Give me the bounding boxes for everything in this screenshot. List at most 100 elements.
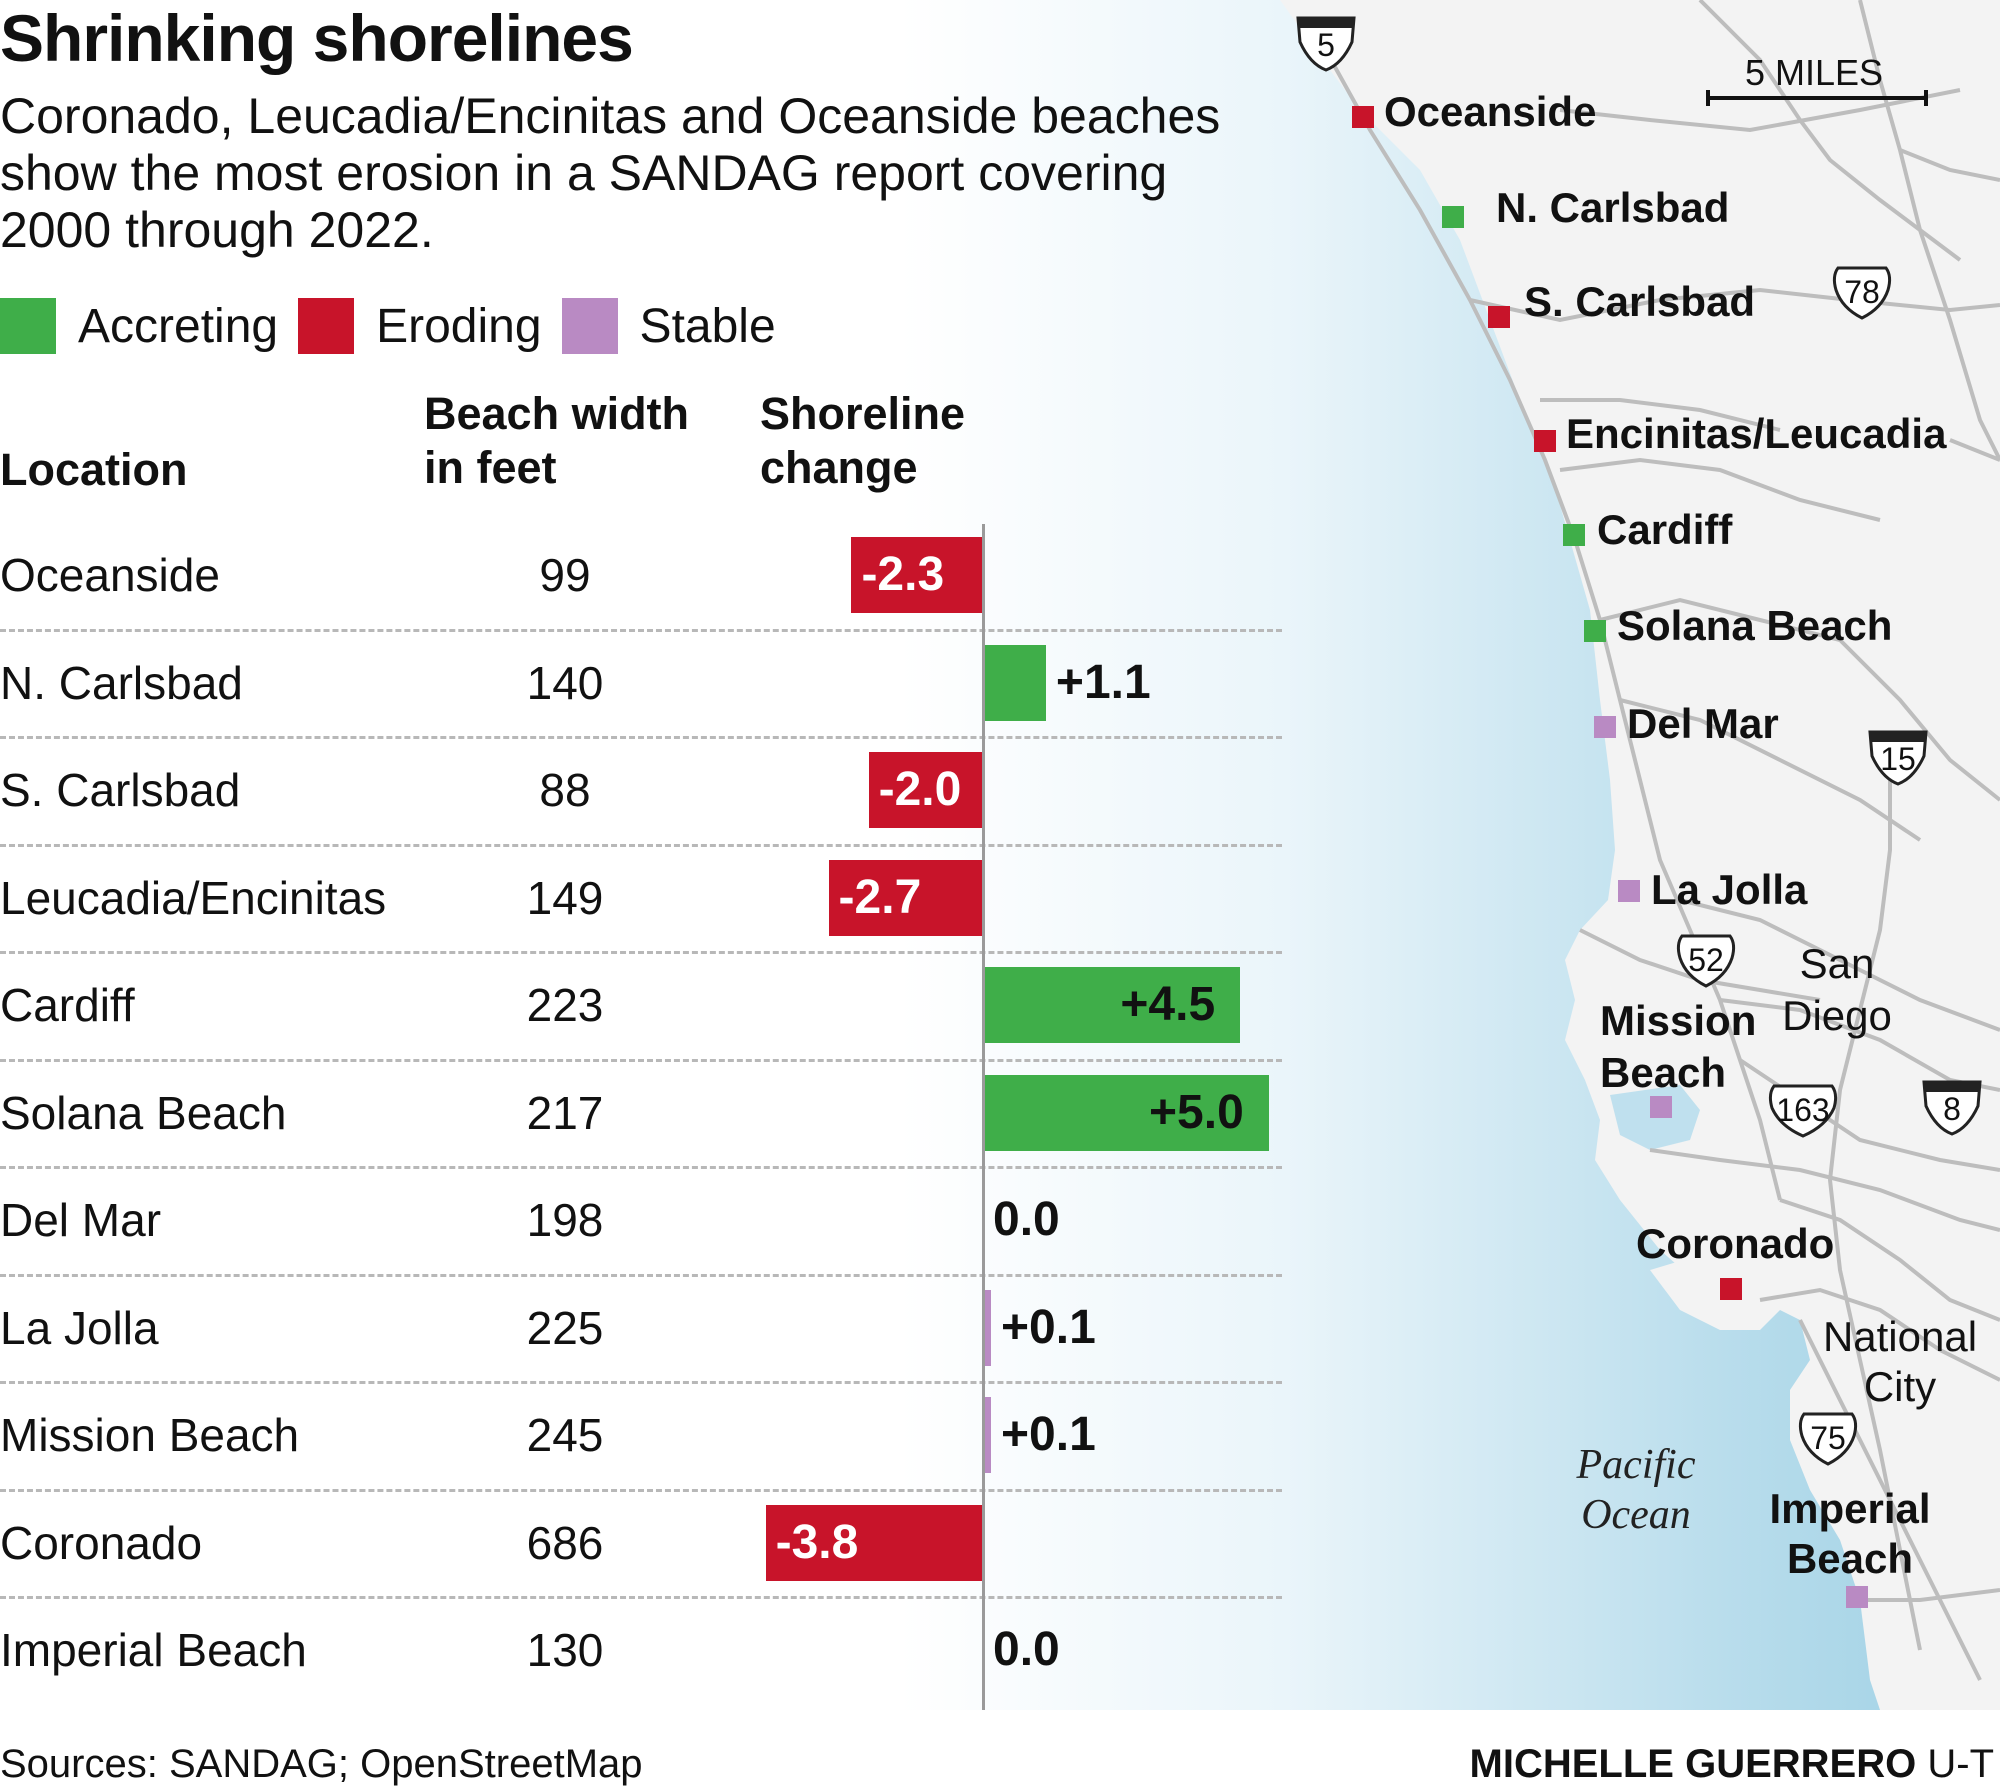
- row-divider: [0, 951, 1282, 955]
- map-label-s-carlsbad: S. Carlsbad: [1524, 278, 1756, 325]
- header-location: Location: [0, 443, 188, 497]
- change-bar: [983, 967, 1241, 1043]
- legend-item-eroding: Eroding: [298, 298, 542, 354]
- map-label-n-carlsbad: N. Carlsbad: [1496, 184, 1730, 231]
- header-location-text: Location: [0, 444, 188, 495]
- map-label-solana-beach: Solana Beach: [1617, 602, 1893, 649]
- header-shoreline-change: Shoreline change: [760, 387, 965, 495]
- row-location: Coronado: [0, 1516, 203, 1569]
- legend-label-accreting: Accreting: [78, 299, 279, 353]
- row-divider: [0, 1273, 1282, 1277]
- chart-subtitle: Coronado, Leucadia/Encinitas and Oceansi…: [0, 88, 1221, 258]
- change-value-label: +0.1: [1001, 1408, 1096, 1461]
- map-label-del-mar: Del Mar: [1627, 700, 1779, 747]
- header-shoreline-change-line1: Shoreline: [760, 388, 966, 439]
- map-marker-oceanside: [1352, 106, 1374, 128]
- change-value-label: 0.0: [993, 1193, 1060, 1246]
- row-location: Del Mar: [0, 1194, 162, 1246]
- map-label-la-jolla: La Jolla: [1651, 866, 1808, 913]
- row-divider: [0, 1166, 1282, 1170]
- row-beach-width: 149: [526, 871, 604, 924]
- row-beach-width: 686: [526, 1516, 604, 1569]
- change-value-label: +1.1: [1055, 655, 1151, 709]
- row-beach-width: 245: [526, 1409, 604, 1461]
- header-beach-width: Beach width in feet: [424, 387, 689, 495]
- change-bar: [851, 537, 983, 613]
- interstate-15-shield-icon: 15: [1866, 726, 1930, 786]
- change-value-label: +5.0: [1149, 1085, 1244, 1139]
- scale-bar: [1706, 90, 1928, 106]
- row-location: Imperial Beach: [0, 1624, 307, 1676]
- row-beach-width: 88: [539, 764, 591, 816]
- map-label-coronado: Coronado: [1636, 1220, 1835, 1267]
- row-divider: [0, 1381, 1282, 1385]
- shield-52-number: 52: [1688, 941, 1724, 978]
- map-marker-del-mar: [1594, 716, 1616, 738]
- row-location: Solana Beach: [0, 1086, 287, 1139]
- change-value-label: -2.3: [861, 548, 945, 601]
- legend-swatch-stable: [561, 298, 618, 354]
- row-beach-width: 225: [526, 1301, 604, 1354]
- map-label-mission-beach: Mission Beach: [1600, 997, 1757, 1096]
- row-location: Oceanside: [0, 549, 220, 601]
- row-beach-width: 130: [526, 1624, 604, 1676]
- map-city-national-city: National City: [1822, 1313, 1978, 1410]
- row-divider: [0, 736, 1282, 740]
- change-bar: [765, 1504, 983, 1581]
- row-divider: [0, 1488, 1282, 1492]
- row-location: N. Carlsbad: [0, 656, 243, 709]
- map-marker-s-carlsbad: [1488, 306, 1510, 328]
- row-beach-width: 217: [526, 1086, 604, 1139]
- row-location: Cardiff: [0, 979, 135, 1031]
- legend-swatch-accreting: [0, 298, 56, 354]
- shield-78-number: 78: [1844, 273, 1880, 310]
- map-label-imperial-beach: Imperial Beach: [1769, 1485, 1931, 1582]
- map-marker-n-carlsbad: [1442, 206, 1464, 228]
- row-beach-width: 223: [526, 979, 604, 1031]
- row-divider: [0, 1596, 1282, 1600]
- map-marker-la-jolla: [1618, 880, 1640, 902]
- shield-15-number: 15: [1880, 740, 1916, 777]
- change-bar: [828, 859, 983, 936]
- shield-8-number: 8: [1943, 1090, 1961, 1127]
- change-bar: [983, 1397, 991, 1473]
- change-bar: [983, 644, 1046, 721]
- map-marker-mission-beach: [1650, 1096, 1672, 1118]
- legend-item-accreting: Accreting: [0, 298, 278, 354]
- change-bar: [983, 1289, 991, 1366]
- row-beach-width: 198: [526, 1194, 604, 1246]
- route-78-shield-icon: 78: [1830, 262, 1894, 322]
- map-label-oceanside: Oceanside: [1384, 88, 1597, 135]
- shield-163-number: 163: [1776, 1091, 1830, 1128]
- map-ocean-label: Pacific Ocean: [1576, 1442, 1696, 1538]
- credit-name: MICHELLE GUERRERO: [1469, 1742, 1917, 1786]
- credit-line: MICHELLE GUERRERO U-T: [1470, 1742, 1994, 1787]
- chart-title: Shrinking shorelines: [0, 1, 634, 75]
- legend-label-stable: Stable: [639, 299, 776, 353]
- map-marker-coronado: [1720, 1278, 1742, 1300]
- header-beach-width-line2: in feet: [424, 442, 557, 493]
- change-value-label: -3.8: [775, 1515, 859, 1569]
- change-value-label: +4.5: [1120, 978, 1216, 1031]
- row-location: Leucadia/Encinitas: [0, 871, 387, 924]
- map-marker-imperial-beach: [1846, 1586, 1868, 1608]
- interstate-5-shield-icon: 5: [1294, 12, 1358, 72]
- row-location: Mission Beach: [0, 1409, 300, 1461]
- scale-label: 5 MILES: [1745, 52, 1884, 93]
- map-marker-encinitas-leucadia: [1534, 430, 1556, 452]
- route-75-shield-icon: 75: [1796, 1408, 1860, 1468]
- change-value-label: -2.0: [878, 763, 962, 816]
- row-beach-width: 140: [526, 656, 604, 709]
- route-52-shield-icon: 52: [1674, 930, 1738, 990]
- legend-swatch-eroding: [298, 298, 355, 354]
- row-divider: [0, 1058, 1282, 1062]
- map-city-san-diego: San Diego: [1782, 940, 1892, 1039]
- credit-org: U-T: [1927, 1742, 1994, 1786]
- shield-5-number: 5: [1317, 26, 1335, 63]
- shield-75-number: 75: [1810, 1419, 1846, 1456]
- row-divider: [0, 843, 1282, 847]
- change-value-label: -2.7: [838, 870, 922, 924]
- row-divider: [0, 628, 1282, 632]
- header-shoreline-change-line2: change: [760, 442, 918, 493]
